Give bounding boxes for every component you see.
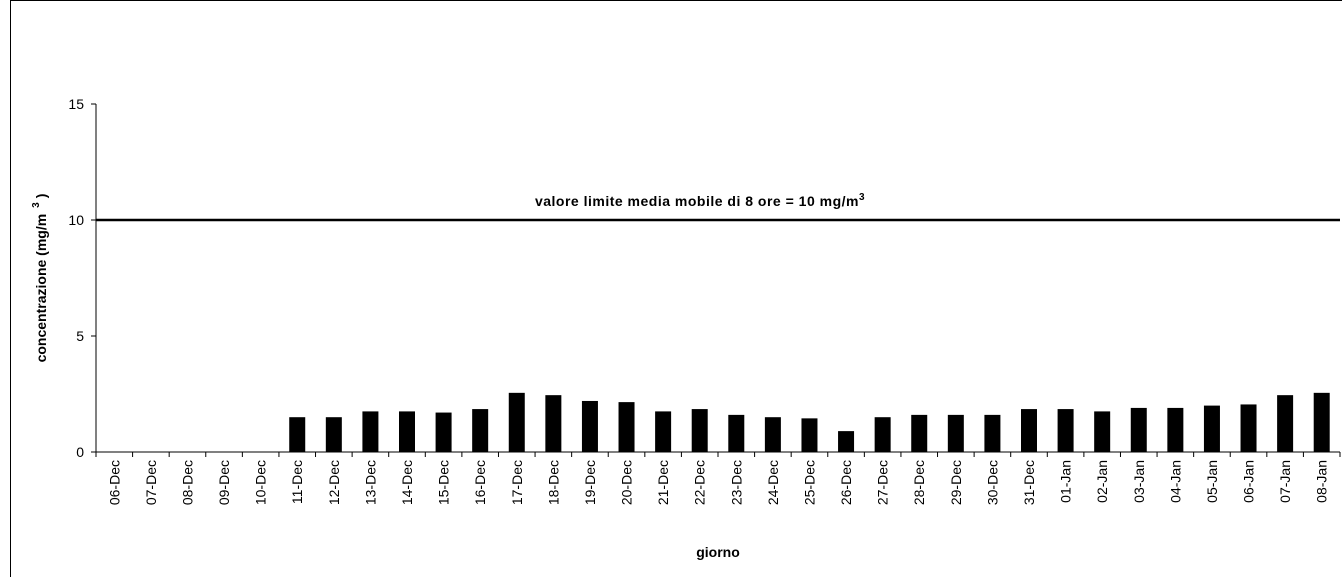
- x-tick-label: 19-Dec: [582, 460, 598, 505]
- x-tick-label: 29-Dec: [948, 460, 964, 505]
- bar: [911, 414, 928, 452]
- y-tick-label: 0: [76, 444, 84, 460]
- x-tick-label: 23-Dec: [728, 460, 744, 505]
- bar: [472, 409, 489, 452]
- y-axis-title-end: ): [33, 194, 49, 199]
- x-tick-label: 08-Jan: [1314, 460, 1330, 503]
- x-tick-label: 28-Dec: [911, 460, 927, 505]
- y-axis-title-sup: 3: [31, 202, 42, 208]
- bar: [289, 417, 306, 452]
- bar: [545, 395, 562, 452]
- bar: [1057, 409, 1074, 452]
- x-tick-label: 09-Dec: [216, 460, 232, 505]
- bar: [362, 411, 379, 452]
- x-tick-label: 16-Dec: [472, 460, 488, 505]
- x-tick-label: 27-Dec: [875, 460, 891, 505]
- x-axis-title: giorno: [696, 544, 740, 560]
- y-axis-title-main: concentrazione (mg/m: [33, 214, 49, 363]
- x-tick-label: 02-Jan: [1094, 460, 1110, 503]
- x-tick-label: 11-Dec: [289, 460, 305, 504]
- bar: [325, 417, 342, 452]
- x-tick-label: 03-Jan: [1131, 460, 1147, 503]
- bar: [874, 417, 891, 452]
- x-tick-label: 22-Dec: [692, 460, 708, 505]
- x-tick-label: 21-Dec: [655, 460, 671, 505]
- bar: [1240, 404, 1257, 452]
- bar: [1021, 409, 1037, 452]
- x-tick-label: 06-Dec: [106, 460, 122, 505]
- x-tick-label: 24-Dec: [765, 460, 781, 505]
- bar: [728, 414, 745, 452]
- x-tick-label: 17-Dec: [509, 460, 525, 505]
- bar: [838, 431, 855, 452]
- x-tick-label: 10-Dec: [253, 460, 269, 505]
- x-tick-label: 06-Jan: [1241, 460, 1257, 503]
- bar: [764, 417, 781, 452]
- x-tick-label: 18-Dec: [545, 460, 561, 505]
- y-axis-title: concentrazione (mg/m 3): [31, 194, 49, 363]
- y-tick-label: 5: [76, 328, 84, 344]
- x-tick-label: 30-Dec: [984, 460, 1000, 505]
- x-tick-label: 07-Jan: [1277, 460, 1293, 503]
- x-tick-label: 05-Jan: [1204, 460, 1220, 503]
- x-tick-label: 07-Dec: [143, 460, 159, 505]
- x-tick-label: 08-Dec: [179, 460, 195, 505]
- x-tick-label: 04-Jan: [1167, 460, 1183, 503]
- x-tick-label: 14-Dec: [399, 460, 415, 505]
- bar: [1313, 392, 1330, 452]
- bar: [691, 409, 708, 452]
- bar: [1203, 405, 1220, 452]
- bar: [1167, 407, 1184, 452]
- y-tick-label: 15: [68, 96, 84, 112]
- bar: [435, 412, 452, 452]
- bar: [1130, 407, 1147, 452]
- chart-frame: [10, 0, 1342, 577]
- x-tick-label: 31-Dec: [1021, 460, 1037, 505]
- annotation-sup: 3: [859, 192, 865, 203]
- bar: [947, 414, 964, 452]
- bar: [984, 414, 1001, 452]
- bar: [399, 411, 415, 452]
- y-tick-label: 10: [68, 212, 84, 228]
- bar: [508, 392, 525, 452]
- annotation: valore limite media mobile di 8 ore = 10…: [535, 192, 865, 209]
- x-tick-label: 25-Dec: [801, 460, 817, 505]
- x-tick-label: 13-Dec: [362, 460, 378, 505]
- x-tick-label: 01-Jan: [1058, 460, 1074, 503]
- bar: [801, 418, 818, 452]
- annotation-main: valore limite media mobile di 8 ore = 10…: [535, 193, 859, 209]
- bar: [655, 411, 672, 452]
- bar: [581, 400, 598, 452]
- x-tick-label: 26-Dec: [838, 460, 854, 505]
- bar: [1277, 395, 1294, 452]
- bar: [618, 402, 635, 452]
- x-tick-label: 20-Dec: [619, 460, 635, 505]
- x-tick-label: 15-Dec: [436, 460, 452, 505]
- bar: [1094, 411, 1111, 452]
- x-tick-label: 12-Dec: [326, 460, 342, 505]
